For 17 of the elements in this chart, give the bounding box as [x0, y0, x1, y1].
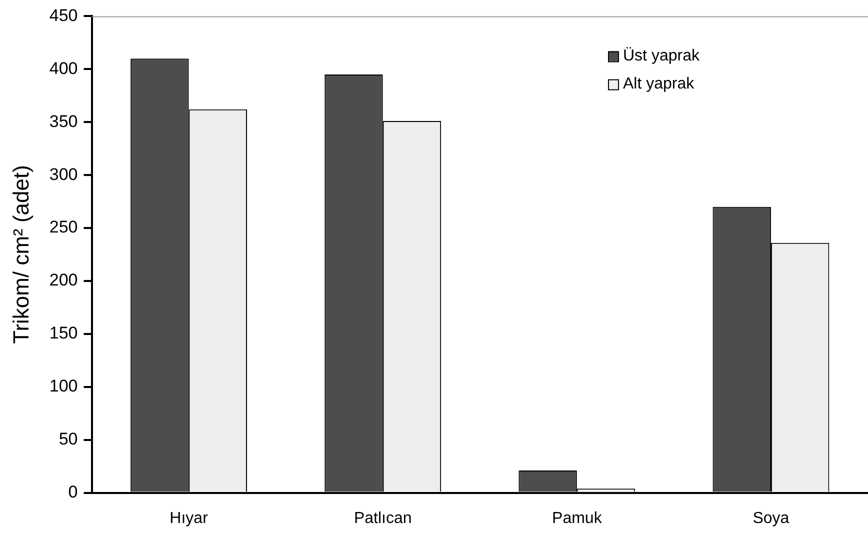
y-tick-label: 350	[49, 112, 78, 131]
legend-label: Alt yaprak	[623, 76, 696, 93]
y-tick-label: 150	[49, 324, 78, 343]
y-tick-label: 200	[49, 270, 78, 290]
x-tick-label: Pamuk	[552, 510, 603, 527]
y-axis-title: Trikom/ cm² (adet)	[8, 165, 34, 344]
y-tick-label: 100	[49, 376, 78, 396]
y-tick-label: 450	[49, 6, 78, 25]
y-tick-label: 400	[49, 58, 78, 78]
y-tick-label: 300	[49, 164, 78, 184]
y-tick-label: 0	[68, 482, 78, 502]
x-tick-label: Patlıcan	[354, 510, 412, 527]
y-tick-label: 50	[58, 430, 78, 449]
legend-label: Üst yaprak	[623, 46, 700, 65]
x-tick-label: Hıyar	[170, 510, 209, 527]
y-tick-label: 250	[49, 218, 78, 237]
x-tick-label: Soya	[752, 510, 790, 527]
